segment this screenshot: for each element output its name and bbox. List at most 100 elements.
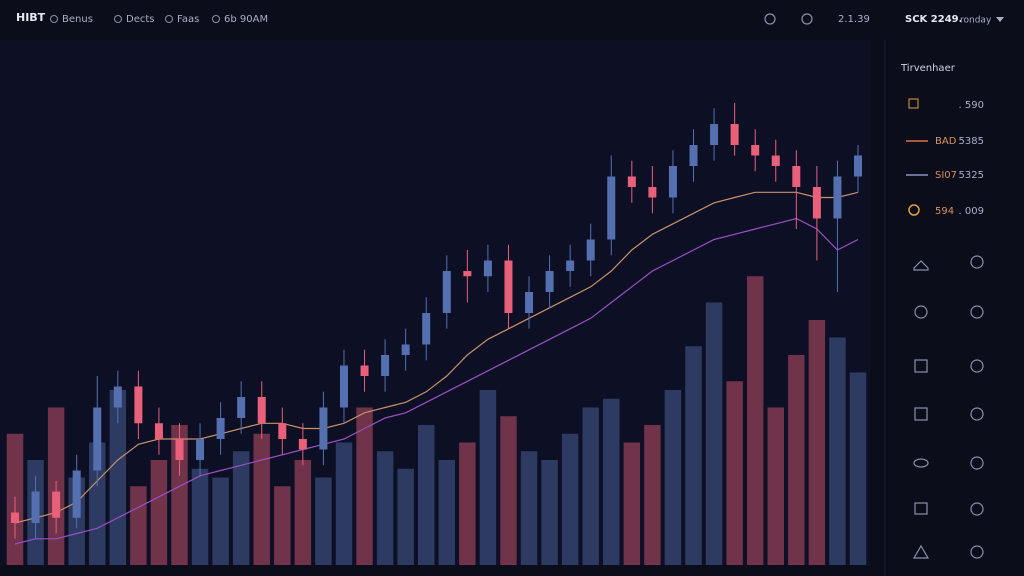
candle-body <box>730 124 739 145</box>
tool-icon[interactable] <box>970 456 984 470</box>
home-icon[interactable] <box>913 260 929 271</box>
candle-body <box>442 271 451 313</box>
volume-bar <box>705 302 723 565</box>
row-icon <box>908 204 920 216</box>
menu-item[interactable]: Benus <box>62 14 93 25</box>
volume-bar <box>335 442 353 565</box>
candle-body <box>52 491 61 518</box>
moving-average <box>14 217 859 545</box>
menu-item[interactable]: 6b 90AM <box>224 14 268 25</box>
candle-body <box>93 407 102 471</box>
row-label: BAD <box>935 136 957 147</box>
candle-body <box>627 176 636 187</box>
candle-body <box>11 512 19 523</box>
volume-bar <box>274 486 291 565</box>
volume-bar <box>232 451 250 565</box>
menu-icon[interactable] <box>212 15 220 23</box>
volume-bar <box>356 407 373 565</box>
volume-bar <box>212 477 229 565</box>
volume-bar <box>479 390 497 565</box>
volume-bar <box>644 425 661 565</box>
search-icon[interactable] <box>801 13 813 25</box>
candle-body <box>134 386 143 424</box>
tool-icon[interactable] <box>913 458 929 468</box>
tool-icon[interactable] <box>914 359 928 373</box>
volume-bar <box>191 468 209 565</box>
candle-body <box>812 187 821 219</box>
menu-icon[interactable] <box>114 15 122 23</box>
candle-body <box>381 355 390 376</box>
tool-icon[interactable] <box>914 502 928 515</box>
volume-bar <box>417 425 435 565</box>
candle-body <box>360 365 369 376</box>
ticker[interactable]: SCK 2249. <box>905 14 962 25</box>
candle-body <box>648 187 657 198</box>
chart-area <box>0 40 870 565</box>
location-icon[interactable] <box>764 13 776 25</box>
tool-icon[interactable] <box>912 544 930 559</box>
volume-bar <box>294 460 312 565</box>
volume-bar <box>664 390 682 565</box>
candle-body <box>216 418 225 439</box>
tool-icon[interactable] <box>970 502 984 516</box>
menu-icon[interactable] <box>165 15 173 23</box>
volume-bar <box>561 433 579 565</box>
candle-body <box>175 439 184 460</box>
sidebar-title: Tirvenhaer <box>900 63 956 74</box>
volume-bar <box>438 460 456 565</box>
tool-icon[interactable] <box>970 255 984 269</box>
candle-body <box>586 239 595 261</box>
candle-body <box>298 439 307 450</box>
candle-body <box>278 423 287 439</box>
candle-body <box>710 124 719 145</box>
dropdown-caret[interactable] <box>996 17 1004 22</box>
brand: HIBT <box>16 11 46 24</box>
volume-bar <box>603 398 620 565</box>
candle-body <box>545 271 554 292</box>
candle-body <box>504 260 513 313</box>
volume-bar <box>541 460 558 565</box>
tool-icon[interactable] <box>970 305 984 319</box>
volume-bar <box>829 337 846 565</box>
candle-body <box>833 176 842 219</box>
tool-icon[interactable] <box>970 545 984 559</box>
tool-icon[interactable] <box>914 305 928 319</box>
menu: Benus Dects Faas 6b 90AM <box>50 14 268 25</box>
tool-icon[interactable] <box>970 407 984 421</box>
candle-body <box>401 344 410 355</box>
candle-body <box>854 155 862 177</box>
chart <box>6 103 867 565</box>
volume-bar <box>623 442 641 565</box>
volume-bar <box>397 468 414 565</box>
menu-item[interactable]: Dects <box>126 14 154 25</box>
volume-bar <box>849 372 867 565</box>
candle-body <box>237 397 246 418</box>
volume-bar <box>109 390 127 565</box>
volume-bar <box>130 486 147 565</box>
candle-body <box>72 470 81 518</box>
candle-body <box>792 166 801 187</box>
candle-body <box>771 155 780 166</box>
tool-icon[interactable] <box>914 407 928 421</box>
candle-body <box>113 386 122 408</box>
mode[interactable]: ronday <box>960 16 992 26</box>
volume-bar <box>376 451 394 565</box>
row-icon <box>908 98 919 109</box>
menu-item[interactable]: Faas <box>177 14 199 25</box>
candle-body <box>463 271 472 277</box>
candle-body <box>751 145 760 156</box>
row-label: SI07 <box>935 170 957 181</box>
candle-body <box>339 365 348 408</box>
candle-body <box>319 407 328 450</box>
volume-bar <box>520 451 538 565</box>
menu-icon[interactable] <box>50 15 58 23</box>
tool-icon[interactable] <box>970 359 984 373</box>
candle-body <box>154 423 163 439</box>
candle-body <box>689 145 698 166</box>
candle-body <box>196 439 205 460</box>
row-value: . 590 <box>959 100 984 111</box>
status: 2.1.39 <box>838 14 870 25</box>
volume-bar <box>500 416 517 565</box>
